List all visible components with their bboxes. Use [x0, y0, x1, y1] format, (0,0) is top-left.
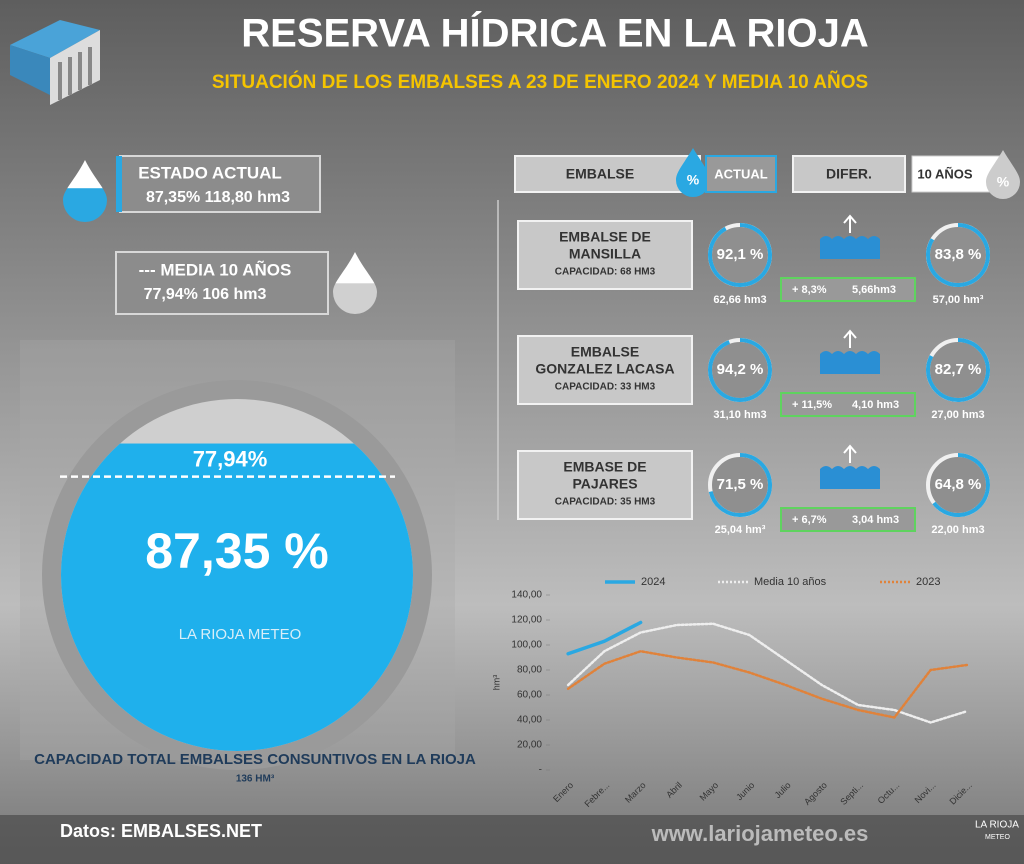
website: www.lariojameteo.es [651, 821, 869, 846]
difference-box [780, 507, 916, 532]
current-label: ESTADO ACTUAL [138, 163, 282, 182]
difference-percent: + 6,7% [792, 514, 827, 526]
series-line [566, 622, 969, 724]
y-axis-label: hm³ [491, 675, 501, 691]
small-gauge-arc [926, 223, 990, 287]
small-gauge-arc [926, 338, 990, 402]
header-ten-years-label: 10 AÑOS [917, 166, 972, 181]
header-reservoir [514, 155, 701, 193]
ten-years-hm3: 22,00 hm3 [931, 524, 984, 536]
actual-hm3: 31,10 hm3 [713, 409, 766, 421]
legend-label: 2023 [916, 576, 940, 588]
small-gauge-arc [708, 223, 772, 287]
up-arrow-head [843, 329, 857, 339]
header-actual [705, 155, 777, 193]
reservoir-box [517, 220, 693, 290]
average-box [115, 251, 329, 315]
header-reservoir-label: EMBALSE [566, 166, 634, 182]
small-gauge-label: 64,8 % [935, 476, 982, 493]
reservoir-capacity: CAPACIDAD: 33 HM3 [555, 382, 656, 393]
current-box [119, 155, 321, 213]
y-tick-label: 120,00 [511, 615, 542, 626]
title: RESERVA HÍDRICA EN LA RIOJA [241, 11, 868, 56]
difference-box [780, 392, 916, 417]
difference-hm3: 4,10 hm3 [852, 399, 899, 411]
y-tick-label: - [539, 765, 542, 776]
y-tick-label: 140,00 [511, 590, 542, 601]
source: Datos: EMBALSES.NET [60, 821, 262, 841]
header-actual-label: ACTUAL [714, 166, 767, 181]
series-line [566, 620, 643, 656]
legend-label: 2024 [641, 576, 665, 588]
legend-label: Media 10 años [754, 576, 827, 588]
water-icon [820, 466, 880, 489]
series-line [566, 650, 969, 719]
percent-icon: % [687, 172, 700, 188]
current-value: 87,35% 118,80 hm3 [146, 189, 290, 206]
reservoir-box [517, 450, 693, 520]
gauge-label: 87,35 % [145, 523, 328, 579]
ten-years-icon: % [997, 174, 1010, 190]
reservoir-name: MANSILLA [569, 246, 641, 262]
small-gauge-arc [708, 453, 772, 517]
small-gauge-label: 92,1 % [717, 246, 764, 263]
reservoir-box [517, 335, 693, 405]
small-gauge-label: 94,2 % [717, 361, 764, 378]
y-tick-label: 40,00 [517, 715, 542, 726]
difference-percent: + 8,3% [792, 284, 827, 296]
average-mark-label: 77,94% [193, 446, 268, 471]
ten-years-drop [986, 150, 1020, 199]
water-icon [820, 351, 880, 374]
ten-years-hm3: 27,00 hm3 [931, 409, 984, 421]
reservoir-name: EMBALSE DE [559, 229, 651, 245]
reservoir-name: GONZALEZ LACASA [535, 361, 674, 377]
difference-hm3: 5,66hm3 [852, 284, 896, 296]
average-value: 77,94% 106 hm3 [144, 286, 267, 303]
drop-icon [63, 160, 107, 222]
reservoir-name: PAJARES [572, 476, 637, 492]
actual-hm3: 62,66 hm3 [713, 294, 766, 306]
small-gauge-arc [932, 453, 990, 517]
ten-years-hm3: 57,00 hm³ [933, 294, 984, 306]
difference-hm3: 3,04 hm3 [852, 514, 899, 526]
y-tick-label: 60,00 [517, 690, 542, 701]
average-label: --- MEDIA 10 AÑOS [139, 259, 292, 279]
reservoir-name: EMBASE DE [563, 459, 646, 475]
header-difference [792, 155, 906, 193]
difference-box [780, 277, 916, 302]
logo-line-2: METEO [985, 834, 1010, 841]
caption-capacity: 136 HM³ [236, 774, 275, 785]
dam-icon [10, 20, 100, 105]
drop-icon-gray [333, 252, 377, 314]
y-tick-label: 80,00 [517, 665, 542, 676]
percent-drop [676, 148, 710, 197]
up-arrow-head [843, 444, 857, 454]
caption-title: CAPACIDAD TOTAL EMBALSES CONSUNTIVOS EN … [34, 751, 476, 768]
header-ten-years [911, 155, 1001, 193]
small-gauge-label: 71,5 % [717, 476, 764, 493]
actual-hm3: 25,04 hm³ [715, 524, 766, 536]
gauge-fill [61, 443, 413, 751]
y-tick-label: 100,00 [511, 640, 542, 651]
reservoir-capacity: CAPACIDAD: 68 HM3 [555, 267, 656, 278]
water-icon [820, 236, 880, 259]
logo-line-1: LA RIOJA [975, 820, 1019, 831]
reservoir-name: EMBALSE [571, 344, 639, 360]
watermark: LA RIOJA METEO [179, 626, 302, 643]
header-difference-label: DIFER. [826, 166, 872, 182]
current-accent [116, 156, 122, 212]
small-gauge-label: 82,7 % [935, 361, 982, 378]
footer-band [0, 815, 1024, 864]
y-tick-label: 20,00 [517, 740, 542, 751]
up-arrow-head [843, 214, 857, 224]
small-gauge-arc [708, 338, 772, 402]
small-gauge-label: 83,8 % [935, 246, 982, 263]
subtitle: SITUACIÓN DE LOS EMBALSES A 23 DE ENERO … [212, 71, 868, 93]
reservoir-capacity: CAPACIDAD: 35 HM3 [555, 497, 656, 508]
difference-percent: + 11,5% [792, 399, 832, 411]
